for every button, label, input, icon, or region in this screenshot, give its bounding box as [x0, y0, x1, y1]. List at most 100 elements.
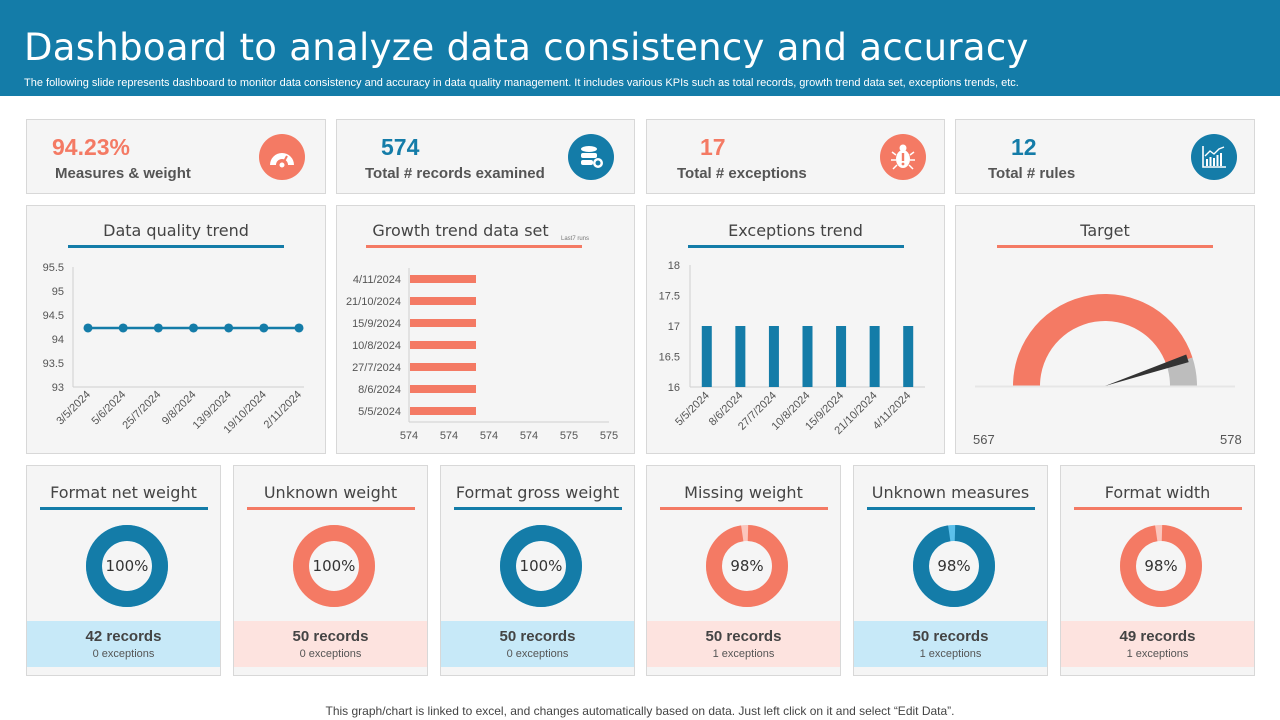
panel-title: Target	[1080, 221, 1130, 240]
metric-card: Format width 98% 49 records 1 exceptions	[1060, 465, 1255, 676]
y-tick-label: 93.5	[43, 358, 64, 370]
data-point	[224, 323, 234, 333]
y-tick-label: 10/8/2024	[352, 340, 401, 352]
donut-percent-label: 98%	[730, 557, 763, 575]
y-tick-label: 8/6/2024	[358, 384, 401, 396]
donut-percent-label: 98%	[1144, 557, 1177, 575]
y-tick-label: 94	[52, 334, 64, 346]
kpi-card-exceptions: 17 Total # exceptions	[646, 119, 945, 194]
bug-icon	[880, 134, 926, 180]
metric-card: Format gross weight 100% 50 records 0 ex…	[440, 465, 635, 676]
records-count: 42 records	[85, 628, 162, 645]
y-tick-label: 93	[52, 382, 64, 394]
kpi-value: 94.23%	[52, 134, 131, 160]
y-tick-label: 18	[668, 260, 680, 272]
vbar-chart: 1616.51717.5185/5/20248/6/202427/7/20241…	[659, 260, 925, 437]
bar	[903, 326, 914, 387]
y-tick-label: 21/10/2024	[346, 296, 401, 308]
metric-card: Unknown weight 100% 50 records 0 excepti…	[233, 465, 428, 676]
y-tick-label: 95.5	[43, 262, 64, 274]
donut-chart: 100%	[293, 525, 375, 607]
donut-value-arc	[706, 525, 788, 607]
donut-chart: 98%	[1120, 525, 1202, 607]
data-point	[189, 323, 198, 333]
metric-title: Format net weight	[50, 483, 197, 502]
page-title: Dashboard to analyze data consistency an…	[24, 26, 1029, 69]
panel-data-quality-trend: Data quality trend 93 93.5 94 94.5 95 95.5 3/5…	[26, 205, 326, 454]
bar-chart-icon	[1191, 134, 1237, 180]
kpi-card-rules: 12 Total # rules	[955, 119, 1255, 194]
header-banner: Dashboard to analyze data consistency an…	[0, 0, 1280, 96]
title-underline	[1074, 507, 1242, 510]
donut-chart: 100%	[86, 525, 168, 607]
metric-title: Missing weight	[684, 483, 803, 502]
x-tick-label: 25/7/2024	[120, 389, 163, 432]
kpi-label: Total # exceptions	[677, 165, 807, 182]
x-tick-label: 574	[440, 430, 458, 442]
bar	[410, 407, 476, 415]
bar	[802, 326, 813, 387]
metric-stats: 49 records 1 exceptions	[1061, 621, 1254, 667]
panel-title: Growth trend data set	[372, 221, 549, 240]
metric-stats: 42 records 0 exceptions	[27, 621, 220, 667]
x-tick-label: 575	[600, 430, 618, 442]
records-count: 50 records	[705, 628, 782, 645]
kpi-label: Total # records examined	[365, 165, 545, 182]
y-tick-label: 17	[668, 321, 680, 333]
title-underline	[68, 245, 284, 248]
panel-growth-trend: Growth trend data set Last7 runs 5/5/202…	[336, 205, 635, 454]
database-icon	[568, 134, 614, 180]
records-count: 49 records	[1119, 628, 1196, 645]
exceptions-count: 1 exceptions	[919, 648, 982, 660]
kpi-card-measures: 94.23% Measures & weight	[26, 119, 326, 194]
bar	[410, 297, 476, 305]
x-tick-label: 574	[480, 430, 498, 442]
data-point	[259, 323, 269, 333]
panel-target: Target 567 578	[955, 205, 1255, 454]
title-underline	[660, 507, 828, 510]
gauge-icon	[259, 134, 305, 180]
gauge-max-label: 578	[1220, 432, 1242, 447]
title-underline	[997, 245, 1213, 248]
records-count: 50 records	[292, 628, 369, 645]
y-tick-label: 16	[668, 382, 680, 394]
data-point	[118, 323, 128, 333]
metric-title: Unknown weight	[263, 483, 398, 502]
metric-card: Unknown measures 98% 50 records 1 except…	[853, 465, 1048, 676]
donut-percent-label: 98%	[937, 557, 970, 575]
donut-chart: 98%	[913, 525, 995, 607]
metric-stats: 50 records 0 exceptions	[234, 621, 427, 667]
gauge-chart	[975, 294, 1235, 388]
title-underline	[688, 245, 904, 248]
kpi-label: Measures & weight	[55, 165, 191, 182]
bar	[735, 326, 746, 387]
metric-title: Unknown measures	[871, 483, 1030, 502]
exceptions-count: 0 exceptions	[506, 648, 569, 660]
bar	[836, 326, 847, 387]
bar	[410, 385, 476, 393]
metric-stats: 50 records 0 exceptions	[441, 621, 634, 667]
donut-value-arc	[293, 525, 375, 607]
line-chart: 9393.59494.59595.53/5/20245/6/202425/7/2…	[43, 262, 305, 436]
bar	[410, 341, 476, 349]
gauge-filled-arc	[1013, 294, 1193, 386]
kpi-card-records: 574 Total # records examined	[336, 119, 635, 194]
y-tick-label: 5/5/2024	[358, 406, 401, 418]
x-tick-label: 5/5/2024	[673, 390, 712, 429]
page-subtitle: The following slide represents dashboard…	[24, 77, 1019, 89]
metric-stats: 50 records 1 exceptions	[647, 621, 840, 667]
bar	[410, 363, 476, 371]
x-tick-label: 575	[560, 430, 578, 442]
data-point	[83, 323, 93, 333]
bar	[410, 275, 476, 283]
kpi-value: 574	[381, 134, 420, 160]
donut-chart: 100%	[500, 525, 582, 607]
exceptions-count: 1 exceptions	[1126, 648, 1189, 660]
donut-percent-label: 100%	[520, 557, 563, 575]
chart-annotation: Last7 runs	[561, 236, 590, 242]
exceptions-count: 0 exceptions	[92, 648, 155, 660]
exceptions-count: 0 exceptions	[299, 648, 362, 660]
y-tick-label: 4/11/2024	[353, 274, 401, 286]
panel-title: Exceptions trend	[728, 221, 863, 240]
data-point	[153, 323, 163, 333]
